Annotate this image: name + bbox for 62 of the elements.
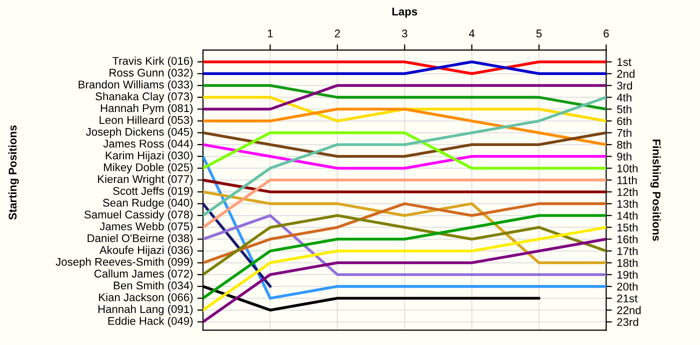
y-tick-label: 20th (617, 282, 638, 291)
text: Hannah Lang (091) (98, 304, 193, 316)
text: Starting Positions (8, 125, 19, 220)
x-axis-title: Laps (392, 8, 418, 18)
text: Mikey Doble (025) (104, 163, 193, 174)
y-tick-label: 22nd (617, 306, 641, 314)
line-series (203, 108, 606, 146)
text: Leon Hilleard (053) (100, 116, 193, 126)
x-tick-label: 3 (402, 30, 408, 38)
text: Travis Kirk (016) (112, 56, 193, 68)
text: Ross Gunn (032) (110, 68, 193, 79)
line-series (203, 190, 606, 264)
y-tick-label: 13th (617, 200, 638, 208)
y-tick-label: 23rd (617, 318, 638, 326)
text: Joseph Dickens (045) (86, 128, 193, 138)
text: Shanaka Clay (073) (96, 92, 193, 102)
y-tick-label: 11th (617, 176, 637, 184)
text: Kieran Wright (077) (98, 174, 193, 186)
y-tick-label: 16th (617, 235, 638, 244)
text: Daniel O'Beirne (038) (88, 234, 193, 244)
y-tick-label: 7th (617, 128, 632, 137)
line-series (203, 96, 606, 217)
text: Joseph Reeves-Smith (099) (56, 258, 193, 268)
text: Eddie Hack (049) (108, 316, 193, 328)
text: James Ross (044) (103, 139, 193, 150)
text: Samuel Cassidy (078) (84, 210, 193, 221)
y-tick-label: 18th (617, 258, 638, 267)
line-series (203, 202, 606, 264)
y-tick-label: 14th (617, 211, 638, 220)
y-tick-label: 1st (617, 58, 632, 66)
y-tick-label: 21st (617, 294, 638, 302)
x-tick-label: 4 (468, 30, 475, 38)
text: Karim Hijazi (030) (106, 151, 193, 162)
line-series (203, 226, 606, 312)
x-tick-label: 2 (334, 30, 340, 38)
text: Hannah Pym (081) (100, 104, 193, 114)
y-tick-label: 12th (617, 188, 638, 196)
y-tick-label: 15th (617, 223, 638, 232)
y-tick-label: 2nd (617, 70, 634, 78)
y-tick-label: 17th (617, 246, 638, 256)
y-tick-label: 10th (617, 164, 638, 172)
text: James Webb (075) (100, 222, 193, 232)
y-tick-label: 6th (617, 116, 632, 126)
line-series (203, 214, 606, 300)
x-tick-label: 6 (604, 30, 609, 38)
x-tick-label: 5 (536, 30, 542, 38)
text: Sean Rudge (040) (102, 198, 193, 209)
text: Scott Jeffs (019) (113, 186, 193, 198)
x-tick-label: 1 (268, 30, 273, 38)
y-axis-title: Finishing Positions (650, 140, 661, 241)
y-tick-label: 4th (616, 93, 632, 102)
y-tick-label: 5th (617, 105, 632, 114)
text: Callum James (072) (94, 269, 193, 280)
text: Akoufe Hijazi (036) (99, 246, 193, 256)
y-tick-label: 9th (617, 152, 632, 161)
text: Ben Smith (034) (114, 281, 193, 292)
text: Kian Jackson (066) (99, 293, 193, 304)
y-tick-label: 8th (617, 140, 632, 149)
y-tick-label: 19th (617, 270, 638, 279)
line-series (203, 238, 606, 324)
y-tick-label: 3rd (617, 81, 632, 90)
text: Brandon Williams (033) (78, 80, 193, 91)
